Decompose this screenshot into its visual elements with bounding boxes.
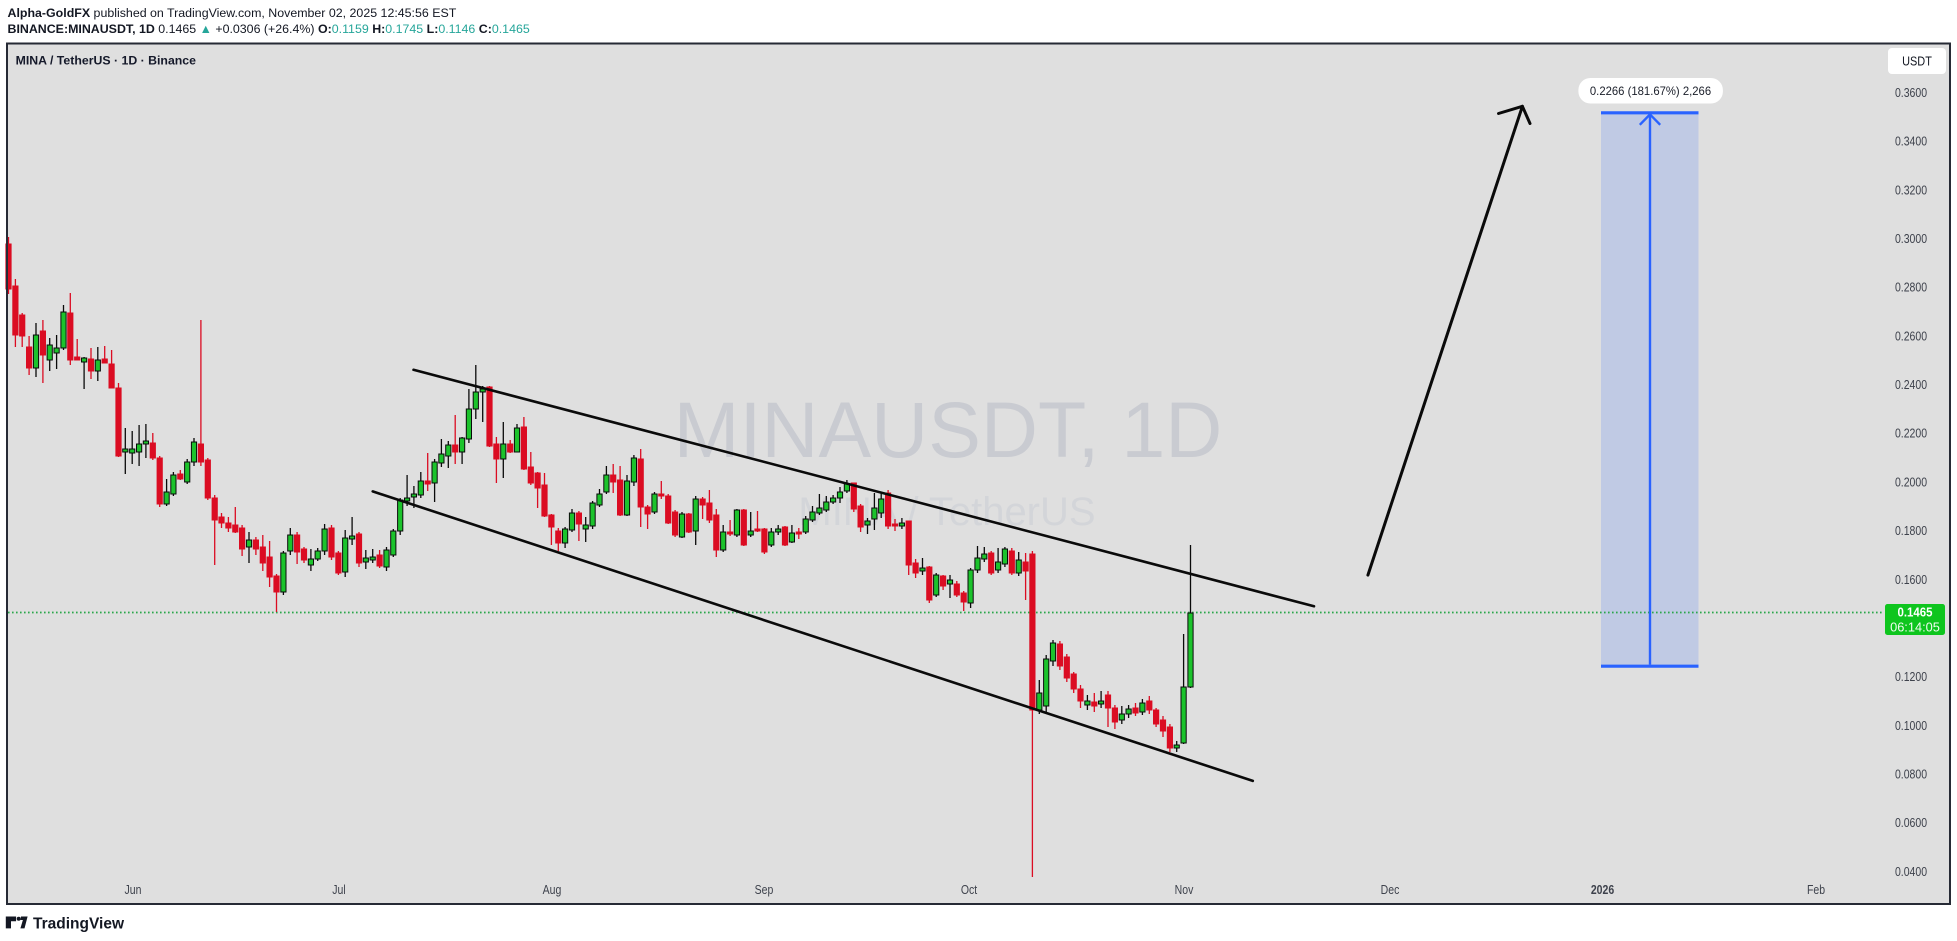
svg-text:0.0400: 0.0400 [1895,866,1927,879]
svg-text:MINAUSDT, 1D: MINAUSDT, 1D [674,385,1223,474]
svg-text:0.2800: 0.2800 [1895,282,1927,295]
svg-text:0.3600: 0.3600 [1895,87,1927,100]
svg-text:0.2400: 0.2400 [1895,379,1927,392]
svg-text:0.1800: 0.1800 [1895,525,1927,538]
svg-text:Oct: Oct [961,884,978,897]
svg-text:0.3200: 0.3200 [1895,185,1927,198]
svg-text:Nov: Nov [1175,884,1194,897]
svg-text:0.1465: 0.1465 [1898,605,1933,620]
svg-text:Feb: Feb [1807,884,1825,897]
svg-text:Dec: Dec [1381,884,1400,897]
svg-text:Jun: Jun [125,884,142,897]
svg-text:0.3000: 0.3000 [1895,233,1927,246]
svg-text:MINA / TetherUS · 1D · Binance: MINA / TetherUS · 1D · Binance [16,53,197,67]
svg-text:06:14:05: 06:14:05 [1890,620,1940,635]
svg-text:0.2266 (181.67%) 2,266: 0.2266 (181.67%) 2,266 [1590,84,1712,99]
svg-text:0.2000: 0.2000 [1895,477,1927,490]
svg-text:0.1200: 0.1200 [1895,671,1927,684]
svg-text:Sep: Sep [755,884,774,897]
svg-text:0.0800: 0.0800 [1895,769,1927,782]
svg-text:2026: 2026 [1591,884,1614,897]
svg-text:Jul: Jul [332,884,345,897]
svg-text:0.2200: 0.2200 [1895,428,1927,441]
svg-text:Alpha-GoldFX published on Trad: Alpha-GoldFX published on TradingView.co… [8,6,457,20]
svg-text:0.2600: 0.2600 [1895,331,1927,344]
svg-text:MINA / TetherUS: MINA / TetherUS [798,490,1095,534]
svg-text:USDT: USDT [1902,54,1932,69]
svg-text:Aug: Aug [543,884,562,897]
svg-text:BINANCE:MINAUSDT, 1D 0.1465 ▲: BINANCE:MINAUSDT, 1D 0.1465 ▲ +0.0306 (+… [8,22,530,36]
svg-text:0.1600: 0.1600 [1895,574,1927,587]
svg-text:0.1000: 0.1000 [1895,720,1927,733]
svg-text:0.0600: 0.0600 [1895,817,1927,830]
svg-text:0.3400: 0.3400 [1895,136,1927,149]
svg-text:TradingView: TradingView [33,916,125,933]
